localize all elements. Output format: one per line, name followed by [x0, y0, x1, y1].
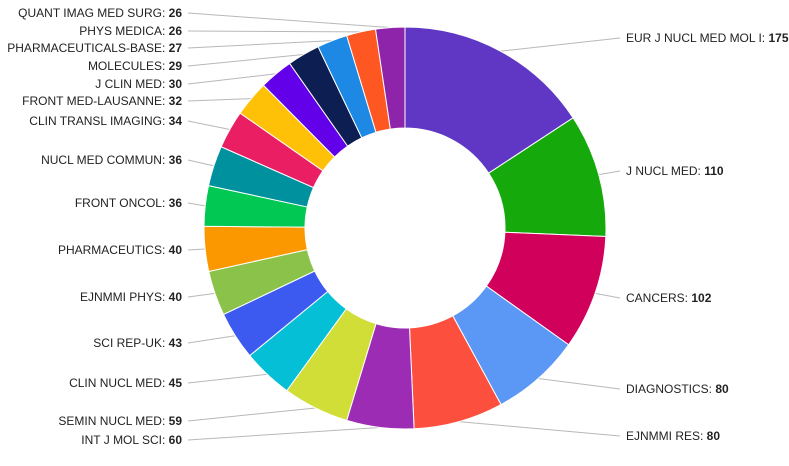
slice-label-diagnostics: DIAGNOSTICS: 80 — [626, 382, 729, 396]
slice-label-value: 27 — [169, 41, 183, 55]
slice-label-int-j-mol-sci: INT J MOL SCI: 60 — [81, 433, 182, 447]
leader-line-j-clin-med — [187, 73, 277, 85]
leader-line-nucl-med-commun — [187, 159, 214, 167]
slice-label-j-nucl-med: J NUCL MED: 110 — [626, 164, 724, 178]
slice-label-name: MOLECULES: — [88, 59, 169, 73]
leader-line-front-oncol — [187, 202, 206, 207]
slice-label-name: J NUCL MED: — [626, 164, 704, 178]
slice-label-value: 45 — [169, 376, 183, 390]
slice-label-j-clin-med: J CLIN MED: 30 — [95, 77, 182, 91]
slice-label-name: SEMIN NUCL MED: — [58, 414, 168, 428]
slice-label-pharmaceutics: PHARMACEUTICS: 40 — [58, 243, 182, 257]
slice-label-semin-nucl-med: SEMIN NUCL MED: 59 — [58, 414, 182, 428]
slice-label-name: PHARMACEUTICALS-BASE: — [7, 41, 168, 55]
slice-label-name: FRONT ONCOL: — [75, 196, 169, 210]
slice-label-front-med-lausanne: FRONT MED-LAUSANNE: 32 — [22, 94, 182, 108]
slice-label-value: 30 — [169, 77, 183, 91]
slice-label-value: 26 — [169, 6, 183, 20]
slice-label-quant-imag-med-surg: QUANT IMAG MED SURG: 26 — [18, 6, 182, 20]
slice-label-name: INT J MOL SCI: — [81, 433, 168, 447]
donut-slices — [203, 26, 607, 430]
slice-label-pharmaceuticals-base: PHARMACEUTICALS-BASE: 27 — [7, 41, 182, 55]
slice-quant-imag-med-surg[interactable] — [374, 26, 406, 130]
slice-label-name: CANCERS: — [626, 291, 691, 305]
slice-label-value: 36 — [169, 153, 183, 167]
leader-line-j-nucl-med — [598, 170, 621, 176]
slice-label-name: EJNMMI RES: — [626, 429, 707, 443]
slice-label-value: 80 — [707, 429, 721, 443]
leader-line-clin-transl-imaging — [187, 120, 230, 130]
slice-label-cancers: CANCERS: 102 — [626, 291, 712, 305]
slice-label-front-oncol: FRONT ONCOL: 36 — [75, 196, 182, 210]
slice-label-clin-transl-imaging: CLIN TRANSL IMAGING: 34 — [29, 114, 182, 128]
slice-label-name: EUR J NUCL MED MOL I: — [626, 31, 768, 45]
slice-label-name: PHYS MEDICA: — [79, 24, 168, 38]
slice-label-value: 36 — [169, 196, 183, 210]
leader-lines — [187, 12, 621, 441]
slice-label-eur-j-nucl-med-mol-i: EUR J NUCL MED MOL I: 175 — [626, 31, 789, 45]
slice-label-ejnmmi-res: EJNMMI RES: 80 — [626, 429, 720, 443]
slice-label-molecules: MOLECULES: 29 — [88, 59, 182, 73]
leader-line-ejnmmi-phys — [187, 292, 215, 298]
slice-label-name: PHARMACEUTICS: — [58, 243, 169, 257]
slice-label-value: 40 — [169, 243, 183, 257]
slice-label-name: CLIN TRANSL IMAGING: — [29, 114, 168, 128]
leader-line-eur-j-nucl-med-mol-i — [500, 37, 621, 52]
leader-line-pharmaceutics — [187, 248, 206, 251]
slice-label-name: QUANT IMAG MED SURG: — [18, 6, 168, 20]
leader-line-phys-medica — [187, 30, 361, 33]
slice-label-value: 34 — [169, 114, 183, 128]
leader-line-semin-nucl-med — [187, 407, 316, 422]
leader-line-cancers — [594, 292, 621, 299]
slice-label-value: 59 — [169, 414, 183, 428]
slice-label-value: 32 — [169, 94, 183, 108]
slice-label-name: FRONT MED-LAUSANNE: — [22, 94, 168, 108]
slice-label-value: 102 — [691, 291, 711, 305]
slice-label-name: DIAGNOSTICS: — [626, 382, 715, 396]
slice-label-sci-rep-uk: SCI REP-UK: 43 — [93, 336, 182, 350]
leader-line-int-j-mol-sci — [187, 426, 381, 441]
slice-label-value: 60 — [169, 433, 183, 447]
leader-line-ejnmmi-res — [458, 421, 621, 437]
slice-label-name: CLIN NUCL MED: — [69, 376, 169, 390]
slice-label-value: 40 — [169, 290, 183, 304]
slice-label-phys-medica: PHYS MEDICA: 26 — [79, 24, 182, 38]
leader-line-pharmaceuticals-base — [187, 40, 333, 49]
slice-label-ejnmmi-phys: EJNMMI PHYS: 40 — [80, 290, 182, 304]
slice-label-value: 43 — [169, 336, 183, 350]
leader-line-molecules — [187, 54, 304, 67]
leader-line-clin-nucl-med — [187, 373, 268, 384]
leader-line-sci-rep-uk — [187, 335, 236, 344]
slice-label-name: EJNMMI PHYS: — [80, 290, 169, 304]
slice-label-value: 26 — [169, 24, 183, 38]
slice-label-clin-nucl-med: CLIN NUCL MED: 45 — [69, 376, 182, 390]
slice-label-value: 29 — [169, 59, 183, 73]
slice-label-nucl-med-commun: NUCL MED COMMUN: 36 — [41, 153, 182, 167]
leader-line-diagnostics — [538, 378, 621, 390]
slice-label-value: 80 — [715, 382, 729, 396]
slice-label-name: SCI REP-UK: — [93, 336, 168, 350]
slice-label-value: 175 — [768, 31, 788, 45]
slice-labels: EUR J NUCL MED MOL I: 175 J NUCL MED: 110… — [7, 6, 789, 447]
slice-label-name: NUCL MED COMMUN: — [41, 153, 169, 167]
leader-line-front-med-lausanne — [187, 98, 252, 102]
slice-label-value: 110 — [704, 164, 724, 178]
slice-label-name: J CLIN MED: — [95, 77, 168, 91]
leader-line-quant-imag-med-surg — [187, 12, 391, 29]
slice-eur-j-nucl-med-mol-i[interactable] — [404, 26, 574, 174]
